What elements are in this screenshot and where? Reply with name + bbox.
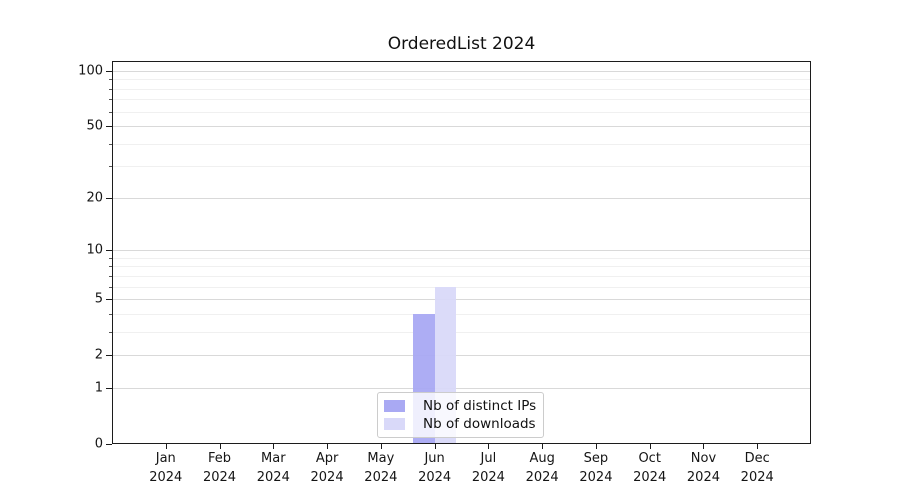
y-minor-tick-mark — [109, 313, 112, 315]
legend: Nb of distinct IPs Nb of downloads — [377, 392, 544, 438]
y-tick-label: 100 — [78, 63, 103, 79]
y-tick-label: 10 — [86, 242, 103, 258]
legend-swatch-downloads-icon — [384, 418, 405, 431]
y-axis-tick-labels: 0 1 2 5 10 20 50 100 — [0, 61, 103, 451]
x-tick-mark — [757, 444, 759, 449]
y-tick-mark — [106, 355, 112, 357]
x-tick-label: Jun 2024 — [418, 451, 452, 485]
y-minor-tick-mark — [109, 286, 112, 288]
y-tick-label: 20 — [86, 190, 103, 206]
y-minor-tick-mark — [109, 166, 112, 168]
y-minor-tick-mark — [109, 99, 112, 101]
y-minor-tick-mark — [109, 143, 112, 145]
y-minor-tick-mark — [109, 79, 112, 81]
gridline-minor — [112, 313, 811, 315]
x-tick-label: Apr 2024 — [310, 451, 344, 485]
x-tick-mark — [327, 444, 329, 449]
x-tick-mark — [273, 444, 275, 449]
gridline-major — [112, 299, 811, 301]
gridline-minor — [112, 331, 811, 333]
y-minor-tick-mark — [109, 257, 112, 259]
x-tick-mark — [380, 444, 382, 449]
gridline-major — [112, 197, 811, 199]
x-tick-mark — [434, 444, 436, 449]
gridline-minor — [112, 88, 811, 90]
gridline-major — [112, 387, 811, 389]
x-tick-label: May 2024 — [364, 451, 398, 485]
x-tick-mark — [703, 444, 705, 449]
y-minor-tick-mark — [109, 331, 112, 333]
plot-frame — [112, 61, 811, 444]
gridline-minor — [112, 286, 811, 288]
legend-item-distinct-ips: Nb of distinct IPs — [384, 397, 537, 414]
gridline-minor — [112, 111, 811, 113]
x-tick-label: Nov 2024 — [686, 451, 720, 485]
x-tick-label: Jul 2024 — [471, 451, 505, 485]
y-tick-mark — [106, 299, 112, 301]
y-tick-label: 1 — [94, 380, 103, 396]
y-tick-mark — [106, 126, 112, 128]
y-tick-label: 50 — [86, 118, 103, 134]
y-tick-label: 0 — [94, 436, 103, 452]
gridline-major — [112, 126, 811, 128]
y-tick-label: 2 — [94, 347, 103, 363]
y-minor-tick-mark — [109, 266, 112, 268]
gridline-minor — [112, 79, 811, 81]
y-tick-mark — [106, 250, 112, 252]
x-tick-label: Mar 2024 — [256, 451, 290, 485]
gridline-minor — [112, 166, 811, 168]
x-tick-label: Dec 2024 — [740, 451, 774, 485]
y-tick-mark — [106, 387, 112, 389]
x-tick-label: Sep 2024 — [579, 451, 613, 485]
gridline-minor — [112, 143, 811, 145]
x-tick-mark — [165, 444, 167, 449]
legend-label-distinct-ips: Nb of distinct IPs — [423, 397, 537, 414]
y-tick-mark — [106, 197, 112, 199]
x-tick-label: Jan 2024 — [149, 451, 183, 485]
gridline-major — [112, 70, 811, 72]
chart-title: OrderedList 2024 — [387, 34, 536, 54]
plot-area — [106, 61, 811, 449]
x-tick-mark — [488, 444, 490, 449]
legend-label-downloads: Nb of downloads — [423, 416, 536, 433]
y-minor-tick-mark — [109, 111, 112, 113]
gridline-minor — [112, 275, 811, 277]
gridline-minor — [112, 266, 811, 268]
y-tick-mark — [106, 70, 112, 72]
x-tick-label: Oct 2024 — [633, 451, 667, 485]
gridline-minor — [112, 257, 811, 259]
x-tick-label: Aug 2024 — [525, 451, 559, 485]
gridline-major — [112, 355, 811, 357]
x-axis-tick-labels: Jan 2024 Feb 2024 Mar 2024 Apr 2024 May 2024 Jun 20… — [112, 450, 811, 490]
x-tick-label: Feb 2024 — [202, 451, 237, 485]
y-tick-label: 5 — [94, 291, 103, 307]
x-tick-mark — [595, 444, 597, 449]
y-minor-tick-mark — [109, 88, 112, 90]
y-tick-mark — [106, 444, 112, 445]
legend-swatch-distinct-ips-icon — [384, 399, 405, 412]
legend-item-downloads: Nb of downloads — [384, 416, 536, 433]
gridline-major — [112, 250, 811, 252]
gridline-minor — [112, 99, 811, 101]
x-tick-mark — [649, 444, 651, 449]
x-tick-mark — [219, 444, 221, 449]
y-minor-tick-mark — [109, 275, 112, 277]
x-tick-mark — [542, 444, 544, 449]
